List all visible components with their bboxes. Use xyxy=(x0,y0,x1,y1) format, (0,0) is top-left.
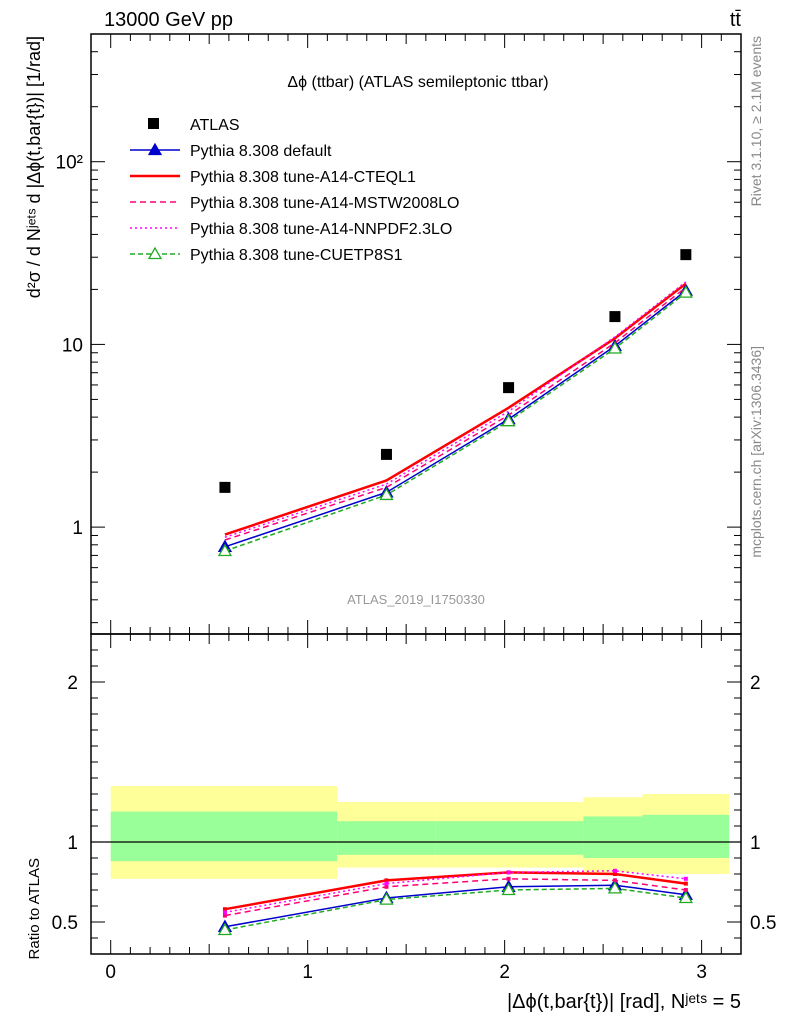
ratio-series-point xyxy=(683,881,688,886)
main-plot-series xyxy=(217,249,693,557)
ratio-series-point xyxy=(506,876,511,881)
rivet-label: Rivet 3.1.10, ≥ 2.1M events xyxy=(748,36,764,206)
ratio-uncertainty-bands xyxy=(91,786,741,879)
ratio-y-tick-label: 0.5 xyxy=(750,913,776,934)
ratio-series-point xyxy=(683,876,688,881)
ratio-series-point xyxy=(612,872,617,876)
series-line xyxy=(224,282,687,536)
ratio-y-tick-label: 2 xyxy=(750,673,761,694)
ratio-y-tick-label: 2 xyxy=(67,673,78,694)
ratio-series-point xyxy=(506,870,511,875)
ratio-y-tick-label: 1 xyxy=(67,833,78,854)
legend-marker-data xyxy=(148,118,159,129)
series-point xyxy=(379,487,394,501)
data-point xyxy=(219,481,231,493)
ratio-series-point xyxy=(683,888,688,892)
legend-marker xyxy=(147,142,163,156)
series-point xyxy=(678,285,693,298)
ratio-series-point xyxy=(384,878,389,883)
ratio-series-point xyxy=(501,882,516,896)
legend-label: Pythia 8.308 default xyxy=(190,143,332,160)
x-tick-label: 3 xyxy=(696,962,707,983)
data-point xyxy=(503,382,515,394)
ratio-series-point xyxy=(384,881,389,886)
axis-ticks: 1 10 10² 0 1 2 3 0.5 0.5 1 1 2 2 xyxy=(52,33,776,983)
ratio-band-green xyxy=(642,814,730,858)
y-axis-label: d²σ / d Nʲᵉᵗˢ d |Δϕ(t,bar{t})| [1/rad] xyxy=(24,36,44,298)
ratio-series-point xyxy=(612,868,617,873)
analysis-label: ATLAS_2019_I1750330 xyxy=(347,592,485,607)
series-point xyxy=(607,341,623,354)
legend-label: Pythia 8.308 tune-CUETP8S1 xyxy=(190,247,403,264)
ratio-band-green xyxy=(110,811,338,862)
ratio-plot-series xyxy=(217,868,693,936)
legend-label: Pythia 8.308 tune-A14-MSTW2008LO xyxy=(190,195,459,212)
legend-label: Pythia 8.308 tune-A14-NNPDF2.3LO xyxy=(190,221,452,238)
legend-marker xyxy=(147,246,163,260)
ratio-y-tick-label: 0.5 xyxy=(52,913,78,934)
ratio-y-tick-label: 1 xyxy=(750,833,761,854)
series-line xyxy=(224,281,687,538)
ratio-series-point xyxy=(222,907,227,912)
ratio-band-green xyxy=(435,821,584,855)
ratio-series-point xyxy=(222,913,227,918)
ratio-series-point xyxy=(612,878,617,883)
ratio-series-line xyxy=(224,887,686,931)
x-axis-label: |Δϕ(t,bar{t})| [rad], Nʲᵉᵗˢ = 5 xyxy=(507,991,741,1013)
ratio-series-point xyxy=(217,922,233,936)
ratio-band-green xyxy=(583,816,643,858)
legend: ATLAS Pythia 8.308 default Pythia 8.308 tu… xyxy=(130,117,459,264)
energy-label: 13000 GeV pp xyxy=(104,9,233,31)
data-point xyxy=(609,311,621,323)
data-point xyxy=(380,448,392,460)
legend-label: Pythia 8.308 tune-A14-CTEQL1 xyxy=(190,169,416,186)
legend-label: ATLAS xyxy=(190,117,240,134)
series-point xyxy=(217,543,233,557)
x-tick-label: 1 xyxy=(302,962,313,983)
ratio-series-point xyxy=(678,890,693,904)
data-point xyxy=(680,249,692,261)
ratio-series-point xyxy=(607,881,623,894)
ratio-series-point xyxy=(384,884,389,889)
process-label: tt̄ xyxy=(730,9,742,31)
y-tick-label: 10² xyxy=(56,153,83,174)
series-point xyxy=(501,413,516,427)
ratio-band-green xyxy=(337,821,436,855)
y-tick-label: 10 xyxy=(62,335,83,356)
x-tick-label: 0 xyxy=(105,962,116,983)
ratio-y-axis-label: Ratio to ATLAS xyxy=(26,858,43,959)
ratio-series-point xyxy=(222,910,227,915)
chart-title: Δϕ (ttbar) (ATLAS semileptonic ttbar) xyxy=(287,74,548,91)
x-tick-label: 2 xyxy=(499,962,510,983)
y-tick-label: 1 xyxy=(72,518,83,539)
mcplots-label: mcplots.cern.ch [arXiv:1306.3436] xyxy=(748,346,764,558)
ratio-series-point xyxy=(379,892,394,905)
